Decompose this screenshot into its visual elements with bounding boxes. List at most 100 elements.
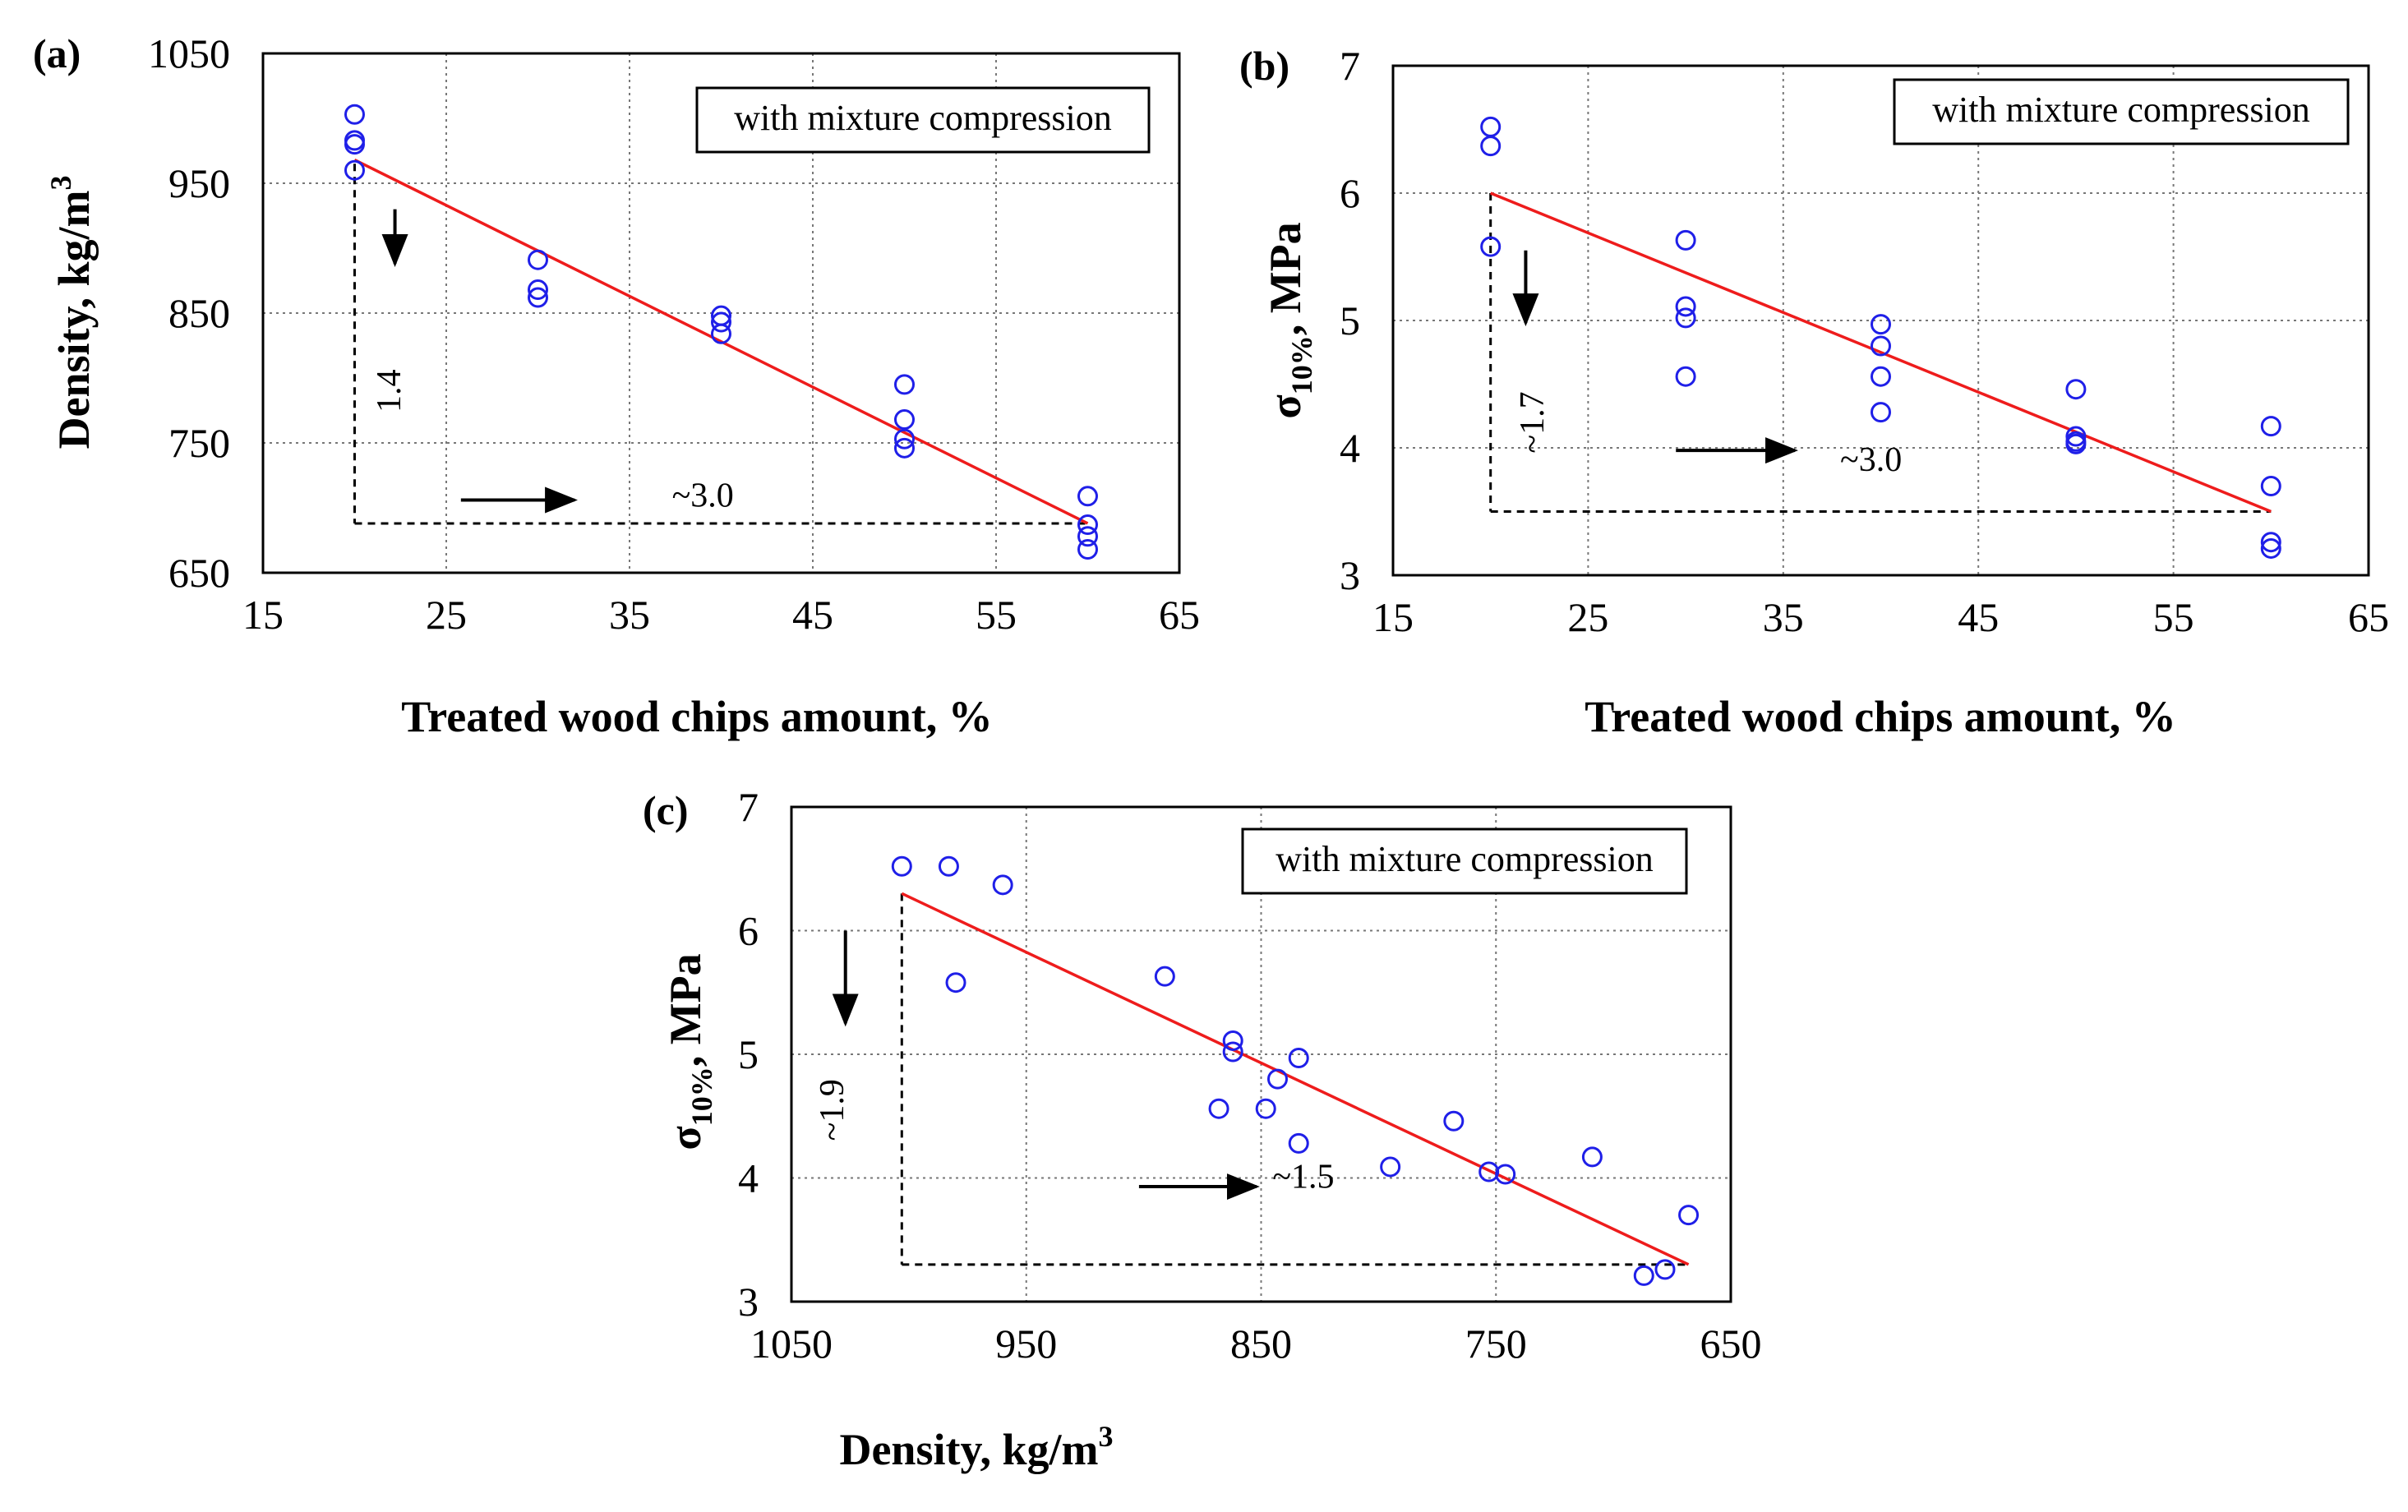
- data-point: [1288, 1048, 1309, 1069]
- y-tick-label: 1050: [148, 30, 230, 76]
- data-point: [1480, 116, 1502, 137]
- legend-frame: [695, 86, 1151, 154]
- data-point: [1871, 335, 1891, 357]
- y-axis-label-unit: , MPa: [661, 953, 710, 1067]
- trend-line: [1490, 191, 2272, 514]
- annotation-label: ~3.0: [672, 477, 734, 514]
- legend-box: with mixture compression: [695, 86, 1151, 154]
- data-point: [1675, 229, 1696, 251]
- x-tick-label: 55: [976, 592, 1017, 638]
- data-point: [938, 855, 959, 877]
- data-point: [528, 249, 548, 270]
- x-tick-label: 850: [1230, 1321, 1292, 1367]
- annotation-label: ~1.7: [1514, 391, 1552, 453]
- data-point: [1267, 1068, 1289, 1090]
- data-point: [1678, 1205, 1700, 1226]
- data-point: [1495, 1164, 1516, 1185]
- x-tick-label: 1050: [750, 1321, 833, 1367]
- x-axis-label: Treated wood chips amount, %: [401, 692, 993, 741]
- data-point: [1871, 314, 1891, 335]
- y-tick-label: 4: [738, 1155, 759, 1201]
- y-tick-label: 3: [1340, 552, 1360, 598]
- legend-frame: [1241, 827, 1688, 895]
- data-point: [2260, 537, 2281, 559]
- data-point: [945, 972, 966, 993]
- data-point: [894, 428, 915, 449]
- data-point: [344, 104, 365, 125]
- y-axis-label: σ10%, MPa: [661, 953, 718, 1150]
- x-tick-label: 25: [1567, 594, 1608, 640]
- data-point: [1380, 1156, 1401, 1178]
- y-axis-label-subscript: 10%: [685, 1067, 718, 1126]
- x-ticks: 15 25 35 45 55 65: [242, 592, 1200, 638]
- annotations: ~1.9 ~1.5: [814, 1079, 1335, 1196]
- x-tick-label: 55: [2153, 594, 2194, 640]
- data-point: [1222, 1030, 1243, 1051]
- data-point: [1255, 1098, 1276, 1119]
- legend-frame: [1893, 78, 2350, 145]
- x-tick-label: 45: [792, 592, 833, 638]
- y-axis-label-superscript: 3: [44, 175, 77, 190]
- data-point: [1675, 366, 1696, 387]
- data-point: [2065, 379, 2087, 400]
- y-tick-label: 4: [1340, 425, 1360, 471]
- data-point: [528, 287, 548, 308]
- y-ticks: 650 750 850 950 1050: [148, 30, 230, 596]
- data-point: [1633, 1265, 1654, 1286]
- data-point: [1077, 539, 1098, 560]
- data-point: [1480, 236, 1502, 257]
- data-point: [1871, 402, 1891, 423]
- data-point: [528, 279, 548, 301]
- data-point: [1443, 1110, 1465, 1132]
- annotations: ~1.7 ~3.0: [1514, 391, 1902, 479]
- data-point: [344, 134, 365, 155]
- data-points: [891, 855, 1700, 1286]
- data-point: [1654, 1259, 1676, 1280]
- panel-c: (c) 1050 950 850 750 650 3 4 5 6 7 ~1.9 ~1.5 with…: [643, 784, 1762, 1474]
- annotation-label: ~3.0: [1840, 441, 1902, 479]
- data-point: [2260, 532, 2281, 553]
- x-tick-label: 650: [1700, 1321, 1762, 1367]
- x-tick-label: 15: [1372, 594, 1414, 640]
- data-point: [1675, 307, 1696, 329]
- data-point: [1208, 1098, 1229, 1119]
- y-ticks: 3 4 5 6 7: [738, 784, 759, 1325]
- data-point: [1288, 1132, 1309, 1154]
- x-tick-label: 35: [1763, 594, 1804, 640]
- x-tick-label: 35: [609, 592, 650, 638]
- data-point: [891, 855, 912, 877]
- x-axis-label-superscript: 3: [1099, 1420, 1114, 1453]
- data-point: [894, 409, 915, 431]
- data-point: [2260, 476, 2281, 496]
- x-tick-label: 25: [426, 592, 467, 638]
- data-point: [1077, 514, 1098, 536]
- data-point: [711, 311, 731, 333]
- data-point: [992, 874, 1013, 896]
- x-tick-label: 950: [995, 1321, 1057, 1367]
- y-axis-label: σ10%, MPa: [1261, 222, 1318, 418]
- data-point: [1871, 366, 1891, 387]
- y-tick-label: 5: [738, 1031, 759, 1077]
- plot-frame: [1391, 64, 2370, 577]
- x-ticks: 15 25 35 45 55 65: [1372, 594, 2389, 640]
- y-axis-label-unit: , MPa: [1261, 222, 1310, 335]
- data-point: [711, 323, 731, 344]
- y-axis-label-sigma: σ: [1261, 394, 1310, 419]
- y-axis-label-sigma: σ: [661, 1126, 710, 1150]
- grid: [791, 807, 1731, 1302]
- y-tick-label: 850: [168, 290, 230, 336]
- data-point: [1222, 1041, 1243, 1063]
- panel-label: (b): [1239, 43, 1289, 89]
- legend-text: with mixture compression: [1932, 90, 2310, 130]
- y-tick-label: 750: [168, 420, 230, 466]
- y-tick-label: 6: [1340, 170, 1360, 216]
- y-ticks: 3 4 5 6 7: [1340, 43, 1360, 598]
- y-tick-label: 6: [738, 908, 759, 954]
- data-points: [1480, 116, 2281, 559]
- y-tick-label: 650: [168, 550, 230, 596]
- panel-a: (a) 15 25 35 45 55 65 650 750 850 950 1050 1.4 ~3.…: [33, 30, 1200, 741]
- x-tick-label: 45: [1958, 594, 1999, 640]
- panel-label: (a): [33, 30, 81, 76]
- legend-text: with mixture compression: [1276, 839, 1654, 879]
- data-point: [2065, 426, 2087, 447]
